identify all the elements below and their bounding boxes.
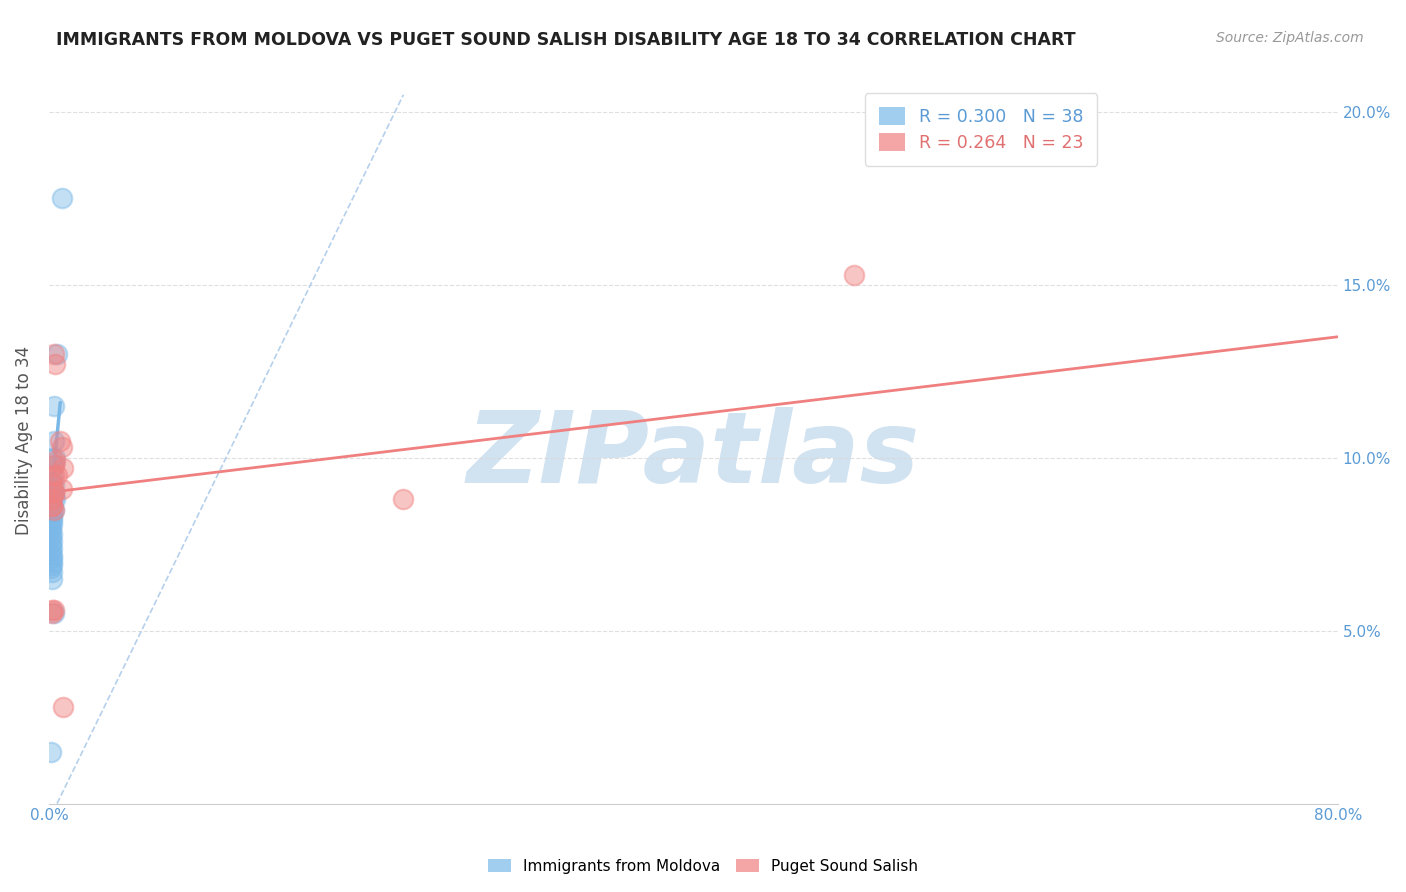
Point: [41, 492, 63, 507]
Point: [41, 500, 63, 514]
Point: [49, 434, 72, 448]
Point: [41, 558, 63, 572]
Point: [41, 513, 63, 527]
Point: [42, 485, 65, 500]
Point: [41, 450, 63, 465]
Point: [42, 458, 65, 472]
Point: [41, 509, 63, 524]
Point: [52, 699, 75, 714]
Point: [44, 454, 66, 468]
Point: [42, 468, 65, 483]
Point: [41, 482, 63, 496]
Text: IMMIGRANTS FROM MOLDOVA VS PUGET SOUND SALISH DISABILITY AGE 18 TO 34 CORRELATIO: IMMIGRANTS FROM MOLDOVA VS PUGET SOUND S…: [56, 31, 1076, 49]
Point: [41, 527, 63, 541]
Point: [41, 475, 63, 489]
Point: [41, 468, 63, 483]
Point: [39, 544, 62, 558]
Point: [41, 572, 63, 586]
Point: [39, 537, 62, 551]
Point: [42, 603, 65, 617]
Point: [44, 492, 66, 507]
Point: [42, 485, 65, 500]
Legend: R = 0.300   N = 38, R = 0.264   N = 23: R = 0.300 N = 38, R = 0.264 N = 23: [865, 94, 1097, 166]
Point: [42, 399, 65, 413]
Point: [44, 358, 66, 372]
Point: [42, 502, 65, 516]
Legend: Immigrants from Moldova, Puget Sound Salish: Immigrants from Moldova, Puget Sound Sal…: [482, 853, 924, 880]
Point: [42, 485, 65, 500]
Text: Source: ZipAtlas.com: Source: ZipAtlas.com: [1216, 31, 1364, 45]
Point: [41, 506, 63, 520]
Point: [41, 478, 63, 492]
Point: [46, 468, 69, 483]
Point: [51, 191, 73, 205]
Point: [41, 516, 63, 531]
Point: [41, 607, 63, 621]
Point: [42, 607, 65, 621]
Point: [41, 500, 63, 514]
Point: [42, 458, 65, 472]
Point: [46, 347, 69, 361]
Point: [39, 520, 62, 534]
Point: [41, 533, 63, 548]
Point: [42, 502, 65, 516]
Point: [42, 489, 65, 503]
Y-axis label: Disability Age 18 to 34: Disability Age 18 to 34: [15, 346, 32, 535]
Point: [39, 530, 62, 544]
Text: ZIPatlas: ZIPatlas: [467, 407, 920, 504]
Point: [41, 555, 63, 569]
Point: [42, 478, 65, 492]
Point: [39, 524, 62, 538]
Point: [39, 561, 62, 575]
Point: [41, 548, 63, 562]
Point: [41, 496, 63, 510]
Point: [844, 268, 866, 282]
Point: [52, 461, 75, 475]
Point: [392, 492, 415, 507]
Point: [41, 565, 63, 579]
Point: [39, 745, 62, 759]
Point: [44, 450, 66, 465]
Point: [41, 541, 63, 555]
Point: [41, 603, 63, 617]
Point: [42, 347, 65, 361]
Point: [41, 551, 63, 566]
Point: [51, 482, 73, 496]
Point: [51, 441, 73, 455]
Point: [42, 434, 65, 448]
Point: [41, 500, 63, 514]
